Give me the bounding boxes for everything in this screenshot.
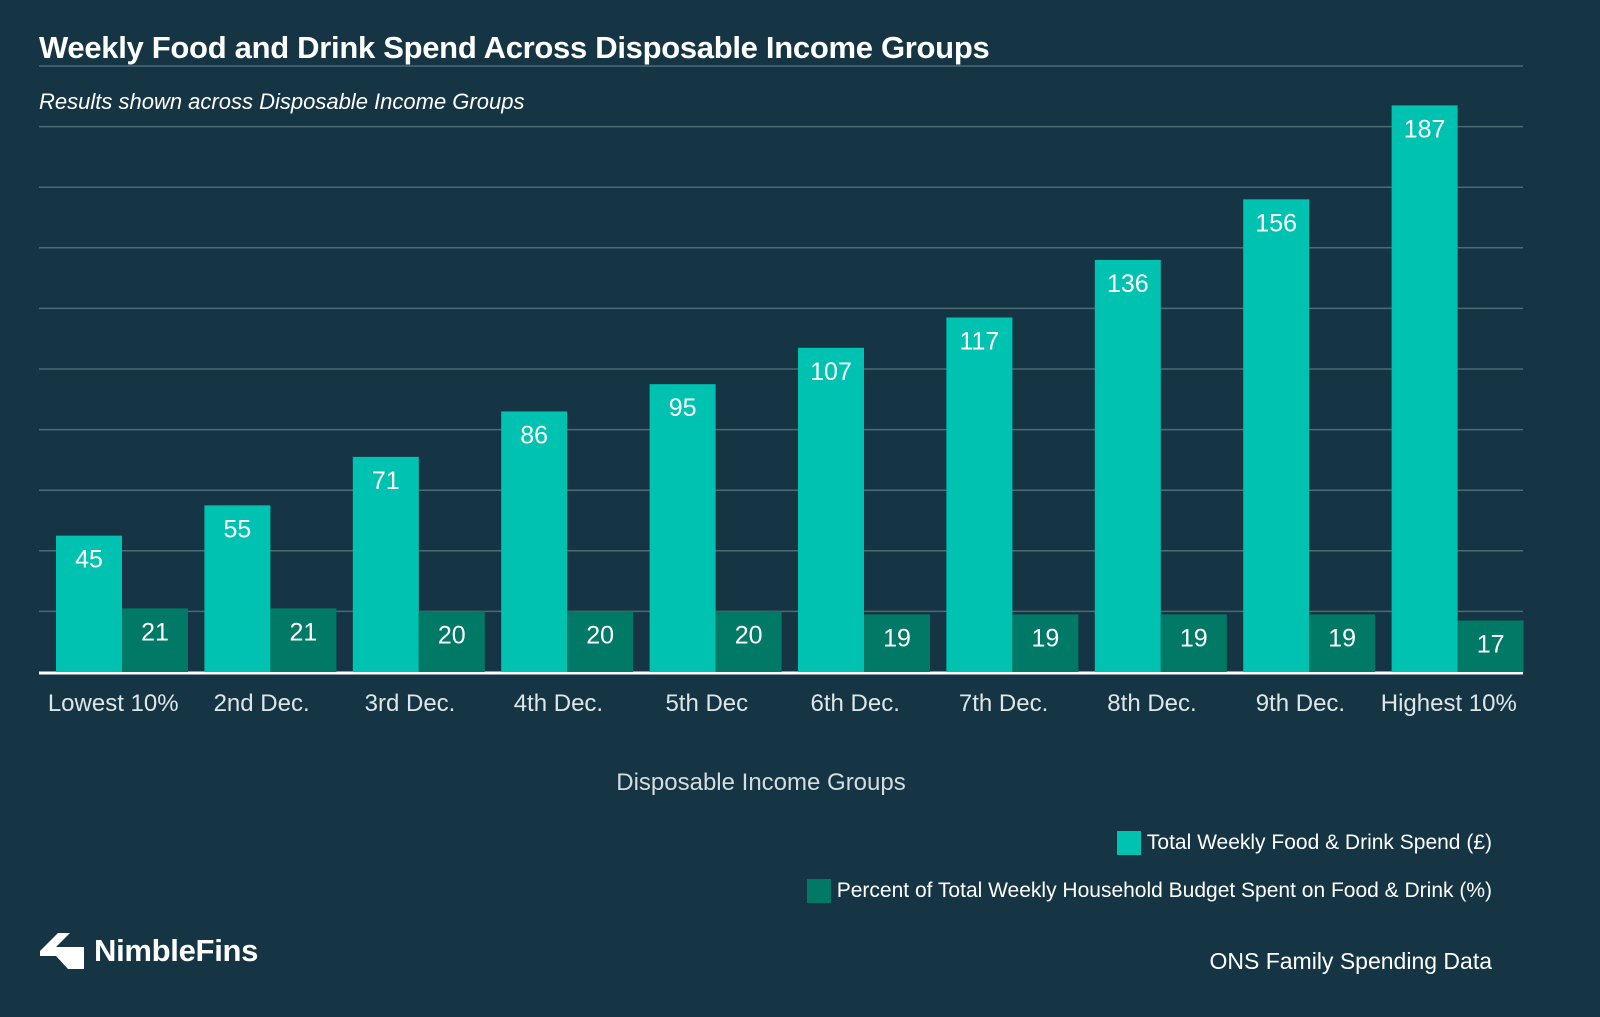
bar-total-spend xyxy=(1391,105,1458,672)
bar-total-spend xyxy=(204,505,271,672)
chart-title: Weekly Food and Drink Spend Across Dispo… xyxy=(39,30,990,65)
data-labels: 45 21 55 21 71 20 86 20 95 20 107 19 117 19 136 19 156 19… xyxy=(75,115,1504,658)
x-tick-label: 6th Dec. xyxy=(811,690,900,717)
bar-percent-budget xyxy=(715,611,782,672)
x-tick-label: 7th Dec. xyxy=(959,690,1048,717)
bar-percent-budget xyxy=(418,611,485,672)
bar-percent-budget xyxy=(1309,614,1376,672)
bar-total-spend xyxy=(649,384,716,672)
x-tick-label: Lowest 10% xyxy=(48,690,179,717)
data-label-percent-budget: 21 xyxy=(141,618,169,646)
data-label-percent-budget: 20 xyxy=(735,621,763,649)
bar-total-spend xyxy=(1243,199,1310,672)
legend-item-total-spend: Total Weekly Food & Drink Spend (£) xyxy=(1116,831,1492,855)
nimblefins-arrow-icon xyxy=(40,933,84,969)
legend-label-total-spend: Total Weekly Food & Drink Spend (£) xyxy=(1146,831,1492,854)
bar-percent-budget xyxy=(864,614,930,672)
source-credit: ONS Family Spending Data xyxy=(1209,948,1492,974)
bar-percent-budget xyxy=(1457,620,1524,672)
bar-total-spend xyxy=(946,317,1013,672)
x-tick-label: 4th Dec. xyxy=(514,690,603,717)
chart-subtitle: Results shown across Disposable Income G… xyxy=(39,89,525,114)
bar-total-spend xyxy=(1094,259,1161,672)
data-label-total-spend: 187 xyxy=(1404,115,1446,143)
x-axis-title: Disposable Income Groups xyxy=(616,769,905,796)
bar-total-spend xyxy=(352,456,419,672)
x-tick-label: 8th Dec. xyxy=(1107,690,1196,717)
bar-percent-budget xyxy=(270,608,337,672)
data-label-percent-budget: 20 xyxy=(586,621,614,649)
data-label-total-spend: 107 xyxy=(810,358,852,386)
data-label-total-spend: 71 xyxy=(372,467,400,495)
data-label-total-spend: 117 xyxy=(959,327,999,355)
legend-swatch-percent-budget xyxy=(806,879,831,903)
data-label-percent-budget: 19 xyxy=(883,624,911,652)
bar-chart: 45 21 55 21 71 20 86 20 95 20 107 19 117 19 136 19 156 19… xyxy=(39,65,1524,796)
bar-percent-budget xyxy=(567,611,634,672)
legend-label-percent-budget: Percent of Total Weekly Household Budget… xyxy=(836,879,1492,902)
bar-total-spend xyxy=(501,411,568,672)
x-tick-labels: Lowest 10% 2nd Dec. 3rd Dec. 4th Dec. 5th De… xyxy=(48,690,1517,717)
bars xyxy=(56,105,1524,672)
logo-text: NimbleFins xyxy=(94,933,259,968)
x-tick-label: 9th Dec. xyxy=(1256,690,1345,717)
data-label-total-spend: 156 xyxy=(1255,209,1297,237)
data-label-percent-budget: 19 xyxy=(1031,624,1059,652)
bar-total-spend xyxy=(56,535,122,672)
data-label-total-spend: 45 xyxy=(75,546,103,574)
bar-total-spend xyxy=(798,347,864,672)
data-label-percent-budget: 17 xyxy=(1477,630,1505,658)
legend-item-percent-budget: Percent of Total Weekly Household Budget… xyxy=(806,879,1492,903)
legend-swatch-total-spend xyxy=(1116,831,1141,855)
data-label-percent-budget: 19 xyxy=(1180,624,1208,652)
data-label-total-spend: 95 xyxy=(669,394,697,422)
data-label-total-spend: 55 xyxy=(223,515,251,543)
x-tick-label: 5th Dec xyxy=(665,690,748,717)
x-tick-label: 3rd Dec. xyxy=(365,690,456,717)
bar-percent-budget xyxy=(1160,614,1227,672)
x-tick-label: Highest 10% xyxy=(1381,690,1517,717)
bar-percent-budget xyxy=(122,608,188,672)
data-label-percent-budget: 20 xyxy=(438,621,466,649)
data-label-total-spend: 86 xyxy=(520,421,548,449)
data-label-total-spend: 136 xyxy=(1107,270,1149,298)
data-label-percent-budget: 21 xyxy=(289,618,317,646)
data-label-percent-budget: 19 xyxy=(1328,624,1356,652)
nimblefins-logo: NimbleFins xyxy=(40,933,258,969)
bar-percent-budget xyxy=(1012,614,1079,672)
x-tick-label: 2nd Dec. xyxy=(214,690,310,717)
